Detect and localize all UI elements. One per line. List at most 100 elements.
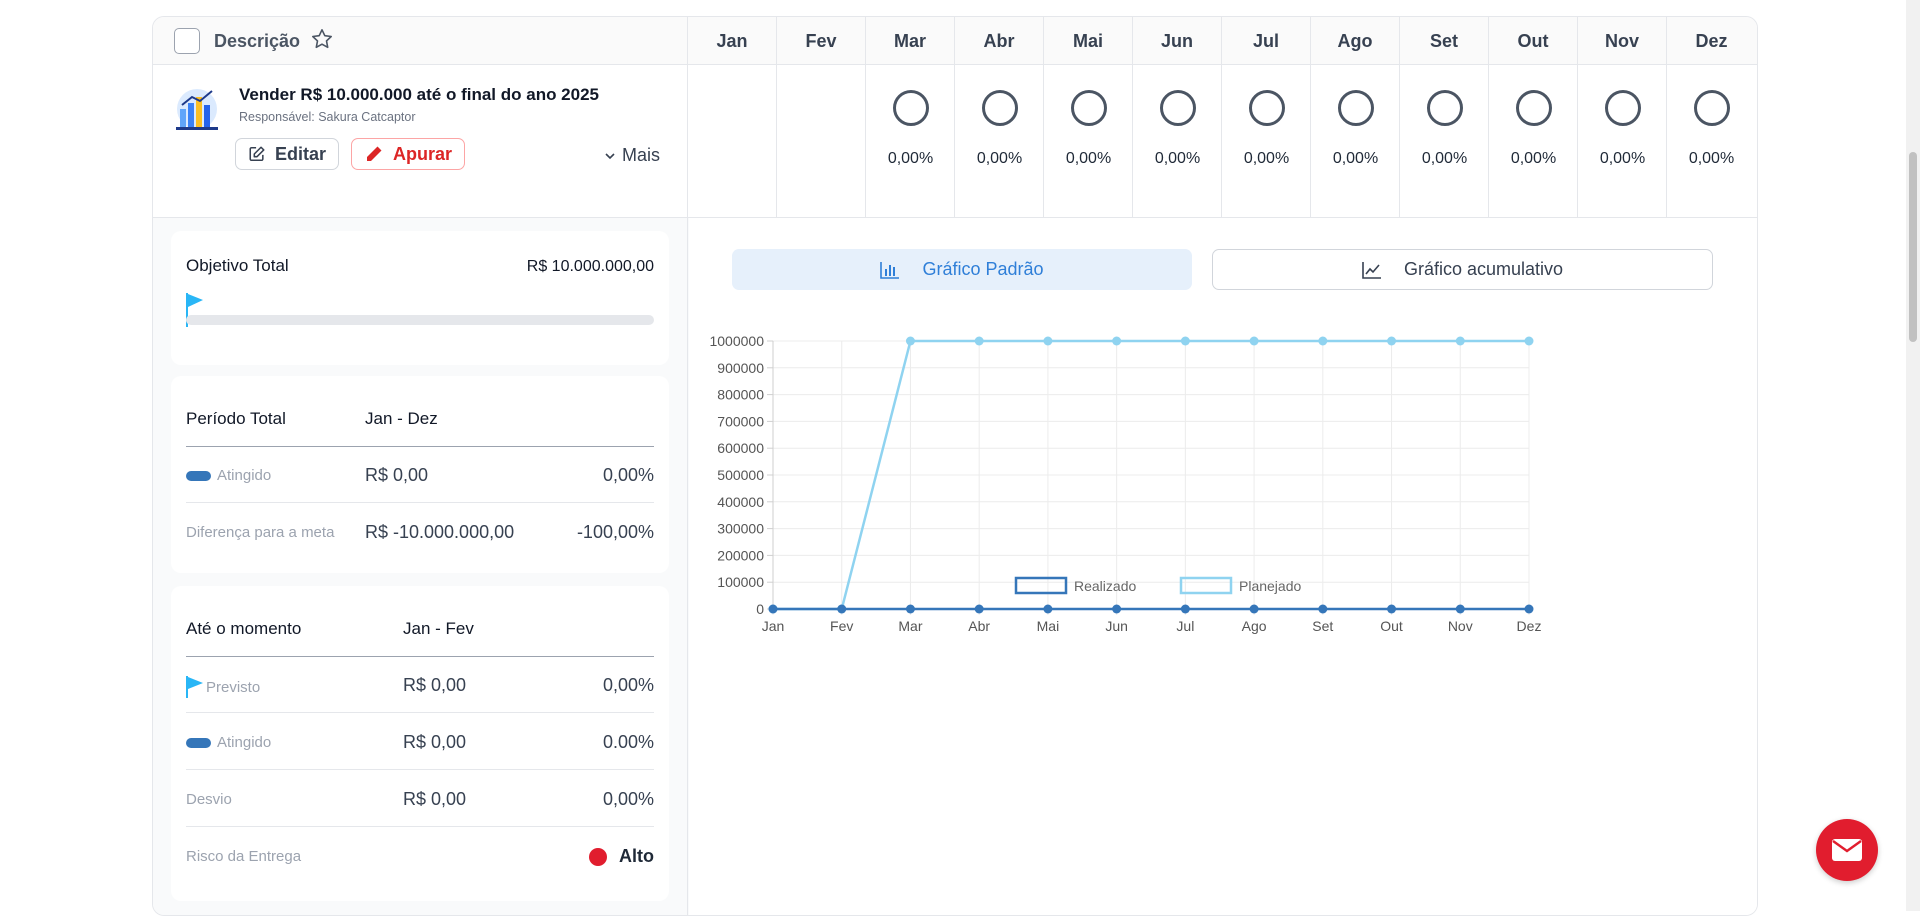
planned-value: R$ 0,00 bbox=[403, 675, 467, 695]
progress-ring-icon[interactable] bbox=[1694, 90, 1730, 126]
progress-ring-icon[interactable] bbox=[1338, 90, 1374, 126]
x-tick-label: Jan bbox=[762, 618, 785, 634]
data-point-realizado bbox=[1318, 604, 1328, 614]
divider bbox=[186, 446, 654, 447]
achieved-value: R$ 0,00 bbox=[403, 732, 467, 752]
x-tick-label: Jun bbox=[1105, 618, 1128, 634]
month-cell: 0,00% bbox=[1222, 65, 1311, 218]
progress-ring-icon[interactable] bbox=[1516, 90, 1552, 126]
more-toggle[interactable]: Mais bbox=[604, 145, 660, 166]
series-line-planejado bbox=[773, 339, 1529, 611]
data-point-realizado bbox=[837, 604, 847, 614]
edit-button[interactable]: Editar bbox=[235, 138, 339, 170]
to-date-period: Jan - Fev bbox=[403, 619, 474, 638]
message-button[interactable] bbox=[1816, 819, 1878, 881]
x-tick-label: Mar bbox=[898, 618, 922, 634]
data-point-realizado bbox=[1524, 604, 1534, 614]
data-point-realizado bbox=[1043, 604, 1053, 614]
data-point-planejado bbox=[1112, 336, 1122, 346]
y-tick-label: 100000 bbox=[717, 574, 764, 590]
risk-indicator bbox=[589, 848, 607, 866]
tab-standard-label: Gráfico Padrão bbox=[922, 259, 1044, 279]
month-progress-value: 0,00% bbox=[1599, 150, 1646, 167]
flag-icon bbox=[186, 676, 203, 698]
achieved-pill-icon bbox=[186, 738, 211, 749]
tab-cumulative-chart[interactable]: Gráfico acumulativo bbox=[1212, 249, 1713, 290]
month-cell: 0,00% bbox=[955, 65, 1044, 218]
x-tick-label: Nov bbox=[1448, 618, 1473, 634]
deviation-value: R$ 0,00 bbox=[403, 789, 467, 809]
scrollbar[interactable] bbox=[1906, 0, 1920, 911]
progress-ring-icon[interactable] bbox=[1605, 90, 1641, 126]
month-progress-value: 0,00% bbox=[1154, 150, 1201, 167]
month-progress-value: 0,00% bbox=[1510, 150, 1557, 167]
divider bbox=[186, 826, 654, 827]
tab-cumulative-label: Gráfico acumulativo bbox=[1403, 259, 1564, 279]
x-tick-label: Mai bbox=[1037, 618, 1060, 634]
month-cell: 0,00% bbox=[1489, 65, 1578, 218]
tab-standard-chart[interactable]: Gráfico Padrão bbox=[732, 249, 1192, 290]
month-header: Mai bbox=[1044, 17, 1133, 65]
month-header: Jul bbox=[1222, 17, 1311, 65]
month-cell: 0,00% bbox=[1667, 65, 1756, 218]
to-date-card: Até o momento Jan - Fev Previsto R$ 0,00… bbox=[171, 586, 669, 901]
goal-info: Vender R$ 10.000.000 até o final do ano … bbox=[153, 65, 688, 218]
period-value: Jan - Dez bbox=[365, 409, 438, 428]
progress-ring-icon[interactable] bbox=[1427, 90, 1463, 126]
month-header: Jan bbox=[688, 17, 777, 65]
summary-column: Objetivo Total R$ 10.000.000,00 Período … bbox=[153, 218, 688, 915]
month-header: Abr bbox=[955, 17, 1044, 65]
goal-title[interactable]: Vender R$ 10.000.000 até o final do ano … bbox=[239, 85, 600, 104]
objective-label: Objetivo Total bbox=[186, 256, 289, 275]
chevron-down-icon bbox=[605, 152, 615, 159]
chart-panel: Gráfico Padrão Gráfico acumulativo 0 1000… bbox=[689, 218, 1757, 915]
x-tick-label: Fev bbox=[830, 618, 853, 634]
scrollbar-thumb[interactable] bbox=[1909, 152, 1917, 342]
divider bbox=[186, 502, 654, 503]
y-tick-label: 500000 bbox=[717, 467, 764, 483]
description-label: Descrição bbox=[214, 30, 301, 51]
data-point-realizado bbox=[1180, 604, 1190, 614]
progress-ring-icon[interactable] bbox=[1160, 90, 1196, 126]
y-tick-label: 300000 bbox=[717, 521, 764, 537]
envelope-icon bbox=[1832, 839, 1862, 861]
objective-card: Objetivo Total R$ 10.000.000,00 bbox=[171, 231, 669, 365]
month-progress-value: 0,00% bbox=[1065, 150, 1112, 167]
x-tick-label: Dez bbox=[1517, 618, 1542, 634]
progress-ring-icon[interactable] bbox=[982, 90, 1018, 126]
period-label: Período Total bbox=[186, 409, 286, 428]
select-all-checkbox[interactable] bbox=[174, 28, 200, 54]
progress-ring-icon[interactable] bbox=[1071, 90, 1107, 126]
data-point-planejado bbox=[1180, 336, 1190, 346]
goal-panel: Descrição Jan Fev Mar Abr Mai Jun Jul Ago Set Out… bbox=[152, 16, 1758, 916]
data-point-planejado bbox=[905, 336, 915, 346]
month-cell: 0,00% bbox=[1133, 65, 1222, 218]
achieved-label: Atingido bbox=[217, 467, 272, 484]
risk-label: Risco da Entrega bbox=[186, 848, 302, 865]
data-point-planejado bbox=[1524, 336, 1534, 346]
progress-ring-icon[interactable] bbox=[893, 90, 929, 126]
apurar-button[interactable]: Apurar bbox=[351, 138, 465, 170]
flag-icon bbox=[186, 293, 203, 327]
star-icon[interactable] bbox=[310, 27, 334, 56]
progress-ring-icon[interactable] bbox=[1249, 90, 1285, 126]
description-header: Descrição bbox=[153, 17, 688, 65]
table-header: Descrição Jan Fev Mar Abr Mai Jun Jul Ago Set Out… bbox=[153, 17, 1757, 65]
month-header: Mar bbox=[866, 17, 955, 65]
month-header: Fev bbox=[777, 17, 866, 65]
achieved-value: R$ 0,00 bbox=[365, 465, 429, 485]
achieved-label: Atingido bbox=[217, 734, 272, 751]
month-progress-value: 0,00% bbox=[1421, 150, 1468, 167]
data-point-realizado bbox=[1249, 604, 1259, 614]
month-header: Ago bbox=[1311, 17, 1400, 65]
month-header: Set bbox=[1400, 17, 1489, 65]
risk-value: Alto bbox=[619, 846, 654, 866]
x-tick-label: Jul bbox=[1176, 618, 1194, 634]
edit-icon bbox=[249, 146, 265, 162]
x-tick-label: Abr bbox=[968, 618, 990, 634]
edit-label: Editar bbox=[274, 143, 326, 164]
achieved-row-label: Atingido bbox=[186, 734, 271, 751]
period-card: Período Total Jan - Dez Atingido R$ 0,00… bbox=[171, 376, 669, 573]
deviation-pct: 0,00% bbox=[602, 789, 654, 809]
month-header: Dez bbox=[1695, 30, 1728, 51]
